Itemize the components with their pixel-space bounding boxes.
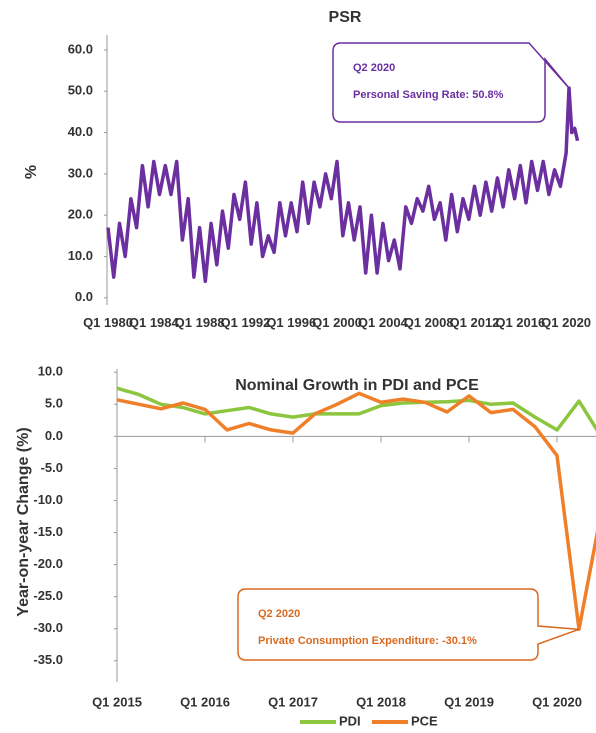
y-tick-label: 0.0 — [75, 289, 93, 304]
x-tick-label: Q1 2020 — [541, 315, 592, 330]
x-tick-label: Q1 2008 — [403, 315, 454, 330]
x-tick-label: Q1 1984 — [128, 315, 179, 330]
y-tick-label: 40.0 — [68, 124, 93, 139]
x-tick-label: Q1 2004 — [357, 315, 408, 330]
y-tick-label: -25.0 — [33, 588, 63, 603]
line — [116, 386, 596, 432]
x-tick-label: Q1 2020 — [532, 694, 582, 709]
y-axis-label: Year-on-year Change (%) — [15, 427, 32, 616]
x-tick-label: Q1 1996 — [266, 315, 317, 330]
y-tick-label: 60.0 — [68, 41, 93, 56]
callout-text: Private Consumption Expenditure: -30.1% — [258, 635, 477, 647]
legend-label: PCE — [411, 713, 438, 728]
callout-text: Personal Saving Rate: 50.8% — [353, 89, 504, 101]
y-tick-label: 5.0 — [45, 396, 63, 411]
x-tick-label: Q1 2015 — [92, 694, 142, 709]
y-tick-label: -5.0 — [41, 460, 63, 475]
y-tick-label: -20.0 — [33, 556, 63, 571]
x-tick-label: Q1 2019 — [444, 694, 494, 709]
y-tick-label: -30.0 — [33, 620, 63, 635]
x-tick-label: Q1 2017 — [268, 694, 318, 709]
x-tick-label: Q1 1992 — [220, 315, 271, 330]
x-tick-label: Q1 1988 — [174, 315, 225, 330]
callout-box — [332, 42, 570, 123]
callout-box — [237, 588, 580, 661]
x-tick-label: Q1 1980 — [83, 315, 133, 330]
y-tick-label: -10.0 — [33, 492, 63, 507]
y-tick-label: 10.0 — [68, 248, 93, 263]
y-axis-label: % — [23, 165, 40, 179]
y-tick-label: 30.0 — [68, 165, 93, 180]
callout-title: Q2 2020 — [353, 62, 395, 74]
y-tick-label: 20.0 — [68, 207, 93, 222]
x-tick-label: Q1 2016 — [495, 315, 546, 330]
legend-label: PDI — [339, 713, 361, 728]
y-tick-label: 50.0 — [68, 83, 93, 98]
line — [116, 391, 596, 632]
line — [106, 86, 580, 284]
y-tick-label: -35.0 — [33, 652, 63, 667]
x-tick-label: Q1 2000 — [312, 315, 362, 330]
y-tick-label: 0.0 — [45, 428, 63, 443]
chart-title: PSR — [329, 9, 362, 26]
y-tick-label: -15.0 — [33, 524, 63, 539]
x-tick-label: Q1 2016 — [180, 694, 230, 709]
chart-title: Nominal Growth in PDI and PCE — [235, 377, 479, 394]
y-tick-label: 10.0 — [38, 364, 63, 379]
x-tick-label: Q1 2018 — [356, 694, 406, 709]
x-tick-label: Q1 2012 — [449, 315, 500, 330]
callout-title: Q2 2020 — [258, 608, 300, 620]
